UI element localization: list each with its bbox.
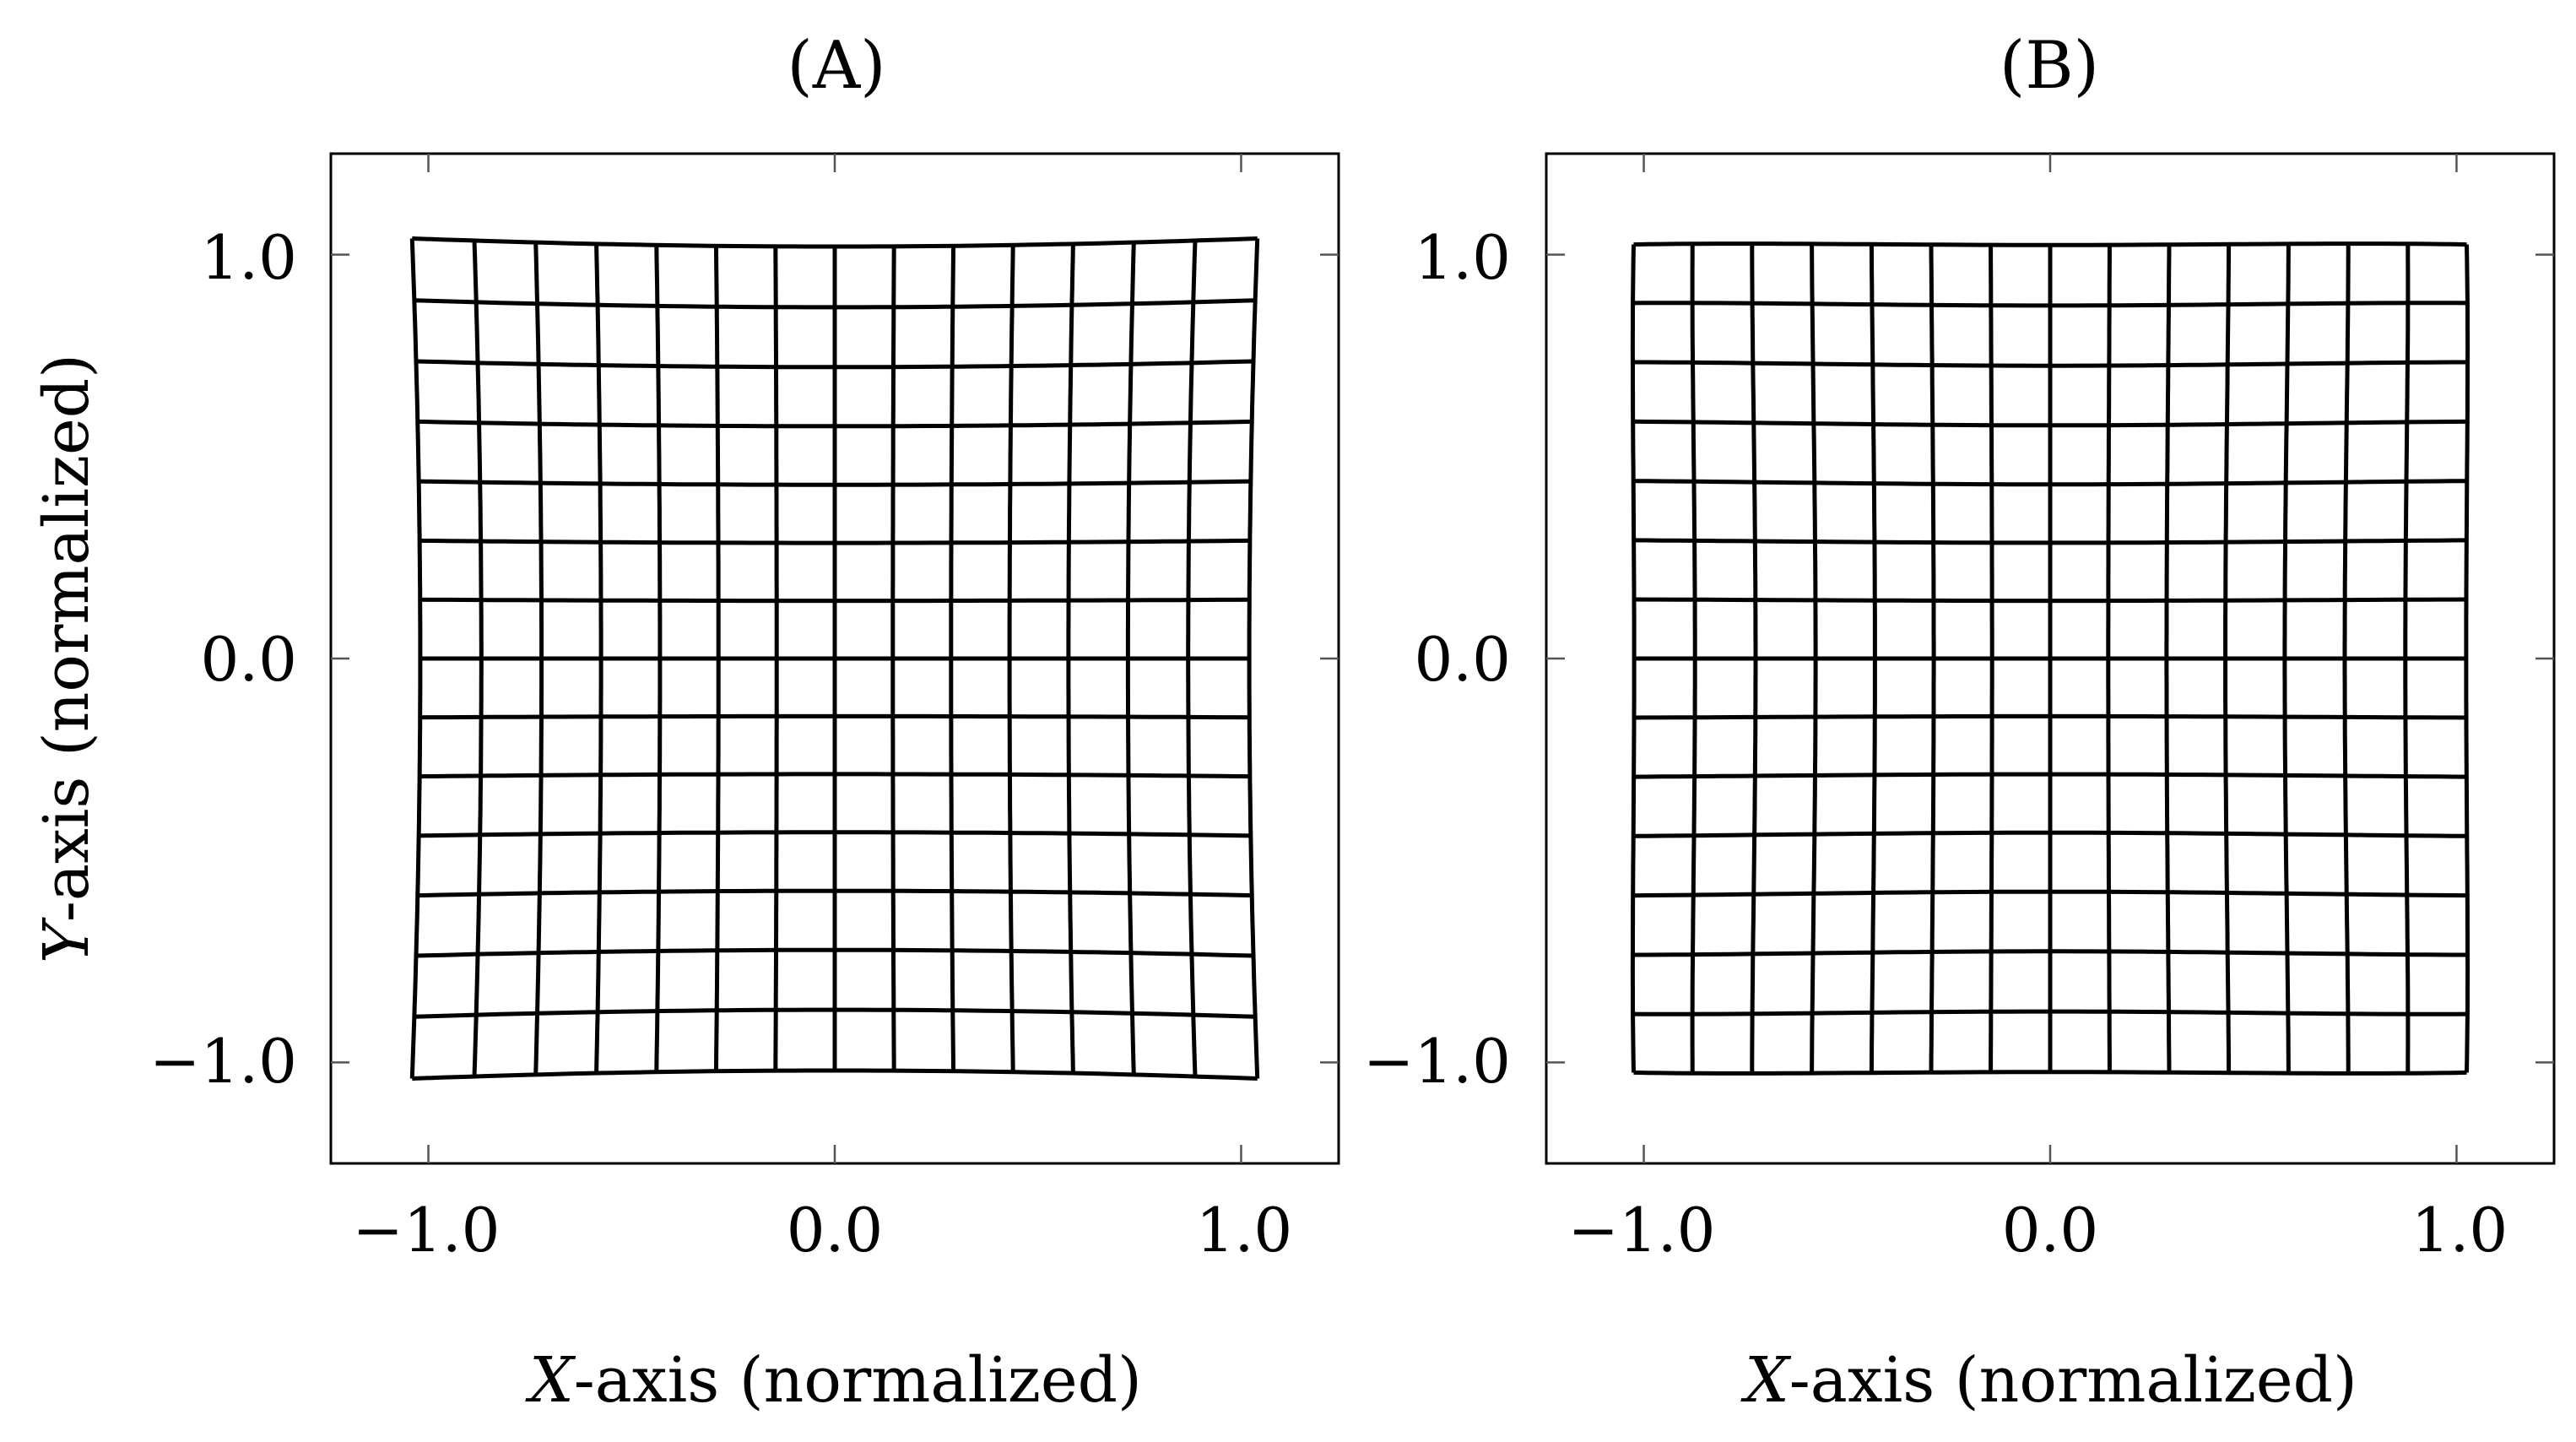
panel-b-grid-col-1	[1690, 243, 1697, 1074]
panel-b-title: (B)	[2000, 28, 2099, 104]
panel-a-ylabel: Y-axis (normalized)	[30, 354, 103, 963]
panel-a: (A) 1.0 0.0 −1.0 −1.0 0.0 1.0 X-axis (no…	[30, 28, 1340, 1417]
panel-b-ytick-label-mid: 0.0	[1414, 624, 1511, 695]
panel-b-grid-row-0	[1633, 1070, 2467, 1076]
panel-b-grid-col-12	[2342, 243, 2351, 1074]
panel-a-xtick-label-right: 1.0	[1196, 1195, 1293, 1266]
panel-b-grid-col-10	[2223, 244, 2232, 1073]
panel-a-grid-col-8	[890, 246, 896, 1071]
panel-b-grid-col-4	[1869, 244, 1877, 1073]
panel-a-ytick-label-top: 1.0	[200, 222, 297, 293]
panel-b-grid-col-11	[2282, 243, 2291, 1074]
panel-a-grid-col-13	[1186, 240, 1198, 1077]
panel-a-grid-col-14	[1247, 238, 1260, 1079]
panel-b-grid-col-8	[2106, 245, 2112, 1072]
panel-a-grid-row-0	[412, 1068, 1258, 1081]
panel-a-grid-row-14	[412, 236, 1258, 249]
panel-a-xtick-label-left: −1.0	[353, 1195, 501, 1266]
panel-b-ticks	[1546, 154, 2554, 1163]
panel-b-xtick-label-left: −1.0	[1568, 1195, 1716, 1266]
panel-a-grid-col-9	[949, 246, 955, 1071]
panel-b-grid-col-13	[2403, 243, 2411, 1074]
panel-a-grid	[409, 236, 1260, 1081]
panel-b-xtick-label-right: 1.0	[2411, 1195, 2508, 1266]
panel-a-ticks	[331, 154, 1339, 1163]
panel-a-grid-col-5	[714, 246, 721, 1071]
panel-b-grid-col-14	[2464, 244, 2470, 1073]
panel-b-grid-col-3	[1810, 243, 1818, 1074]
panel-a-grid-col-0	[409, 238, 423, 1079]
panel-a-grid-col-11	[1066, 243, 1075, 1074]
panel-b: (B) 1.0 0.0 −1.0 −1.0 0.0 1.0 X-axis (no…	[1363, 28, 2556, 1417]
panel-b-xtick-label-mid: 0.0	[2002, 1195, 2099, 1266]
panel-b-grid-col-2	[1750, 243, 1758, 1074]
panel-b-xlabel: X-axis (normalized)	[1740, 1344, 2357, 1417]
panel-b-grid-col-0	[1630, 244, 1637, 1073]
panel-a-title: (A)	[787, 28, 885, 104]
panel-b-grid	[1630, 241, 2470, 1076]
panel-b-grid-col-5	[1929, 244, 1936, 1073]
panel-a-ytick-label-bottom: −1.0	[149, 1026, 297, 1097]
panel-a-grid-col-10	[1007, 245, 1015, 1072]
panel-a-grid-col-3	[594, 243, 603, 1074]
panel-a-grid-col-2	[533, 242, 544, 1075]
panel-a-grid-col-12	[1125, 242, 1136, 1075]
panel-b-grid-row-14	[1633, 241, 2467, 247]
panel-a-grid-col-4	[654, 245, 663, 1072]
panel-a-xlabel: X-axis (normalized)	[525, 1344, 1142, 1417]
panel-b-grid-col-6	[1989, 245, 1994, 1072]
panel-a-ytick-label-mid: 0.0	[200, 624, 297, 695]
panel-a-grid-col-6	[773, 246, 779, 1071]
panel-b-grid-col-9	[2164, 244, 2172, 1073]
panel-a-xtick-label-mid: 0.0	[787, 1195, 884, 1266]
panel-b-ytick-label-top: 1.0	[1414, 222, 1511, 293]
panel-a-grid-col-1	[472, 240, 484, 1077]
panel-b-ytick-label-bottom: −1.0	[1363, 1026, 1511, 1097]
